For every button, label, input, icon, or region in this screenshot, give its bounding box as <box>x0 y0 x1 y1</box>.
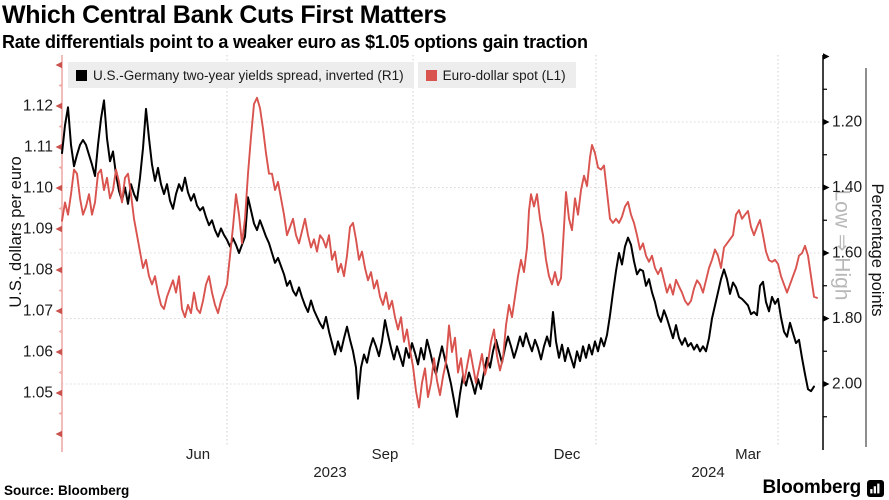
left-axis-minor-tick <box>58 329 62 334</box>
left-axis-major-tick <box>55 143 62 151</box>
left-axis-tick-label: 1.09 <box>23 221 53 238</box>
left-axis-major-tick <box>55 102 62 110</box>
brand-text: Bloomberg <box>762 477 862 498</box>
left-axis-tick-label: 1.12 <box>23 98 53 115</box>
bloomberg-brand: Bloomberg <box>763 477 884 499</box>
left-axis-minor-tick <box>58 370 62 375</box>
left-axis-minor-tick <box>58 83 62 88</box>
bloomberg-logo-icon <box>867 479 884 497</box>
right-axis-title: Percentage points <box>868 183 886 316</box>
series-line-spread <box>61 99 815 418</box>
left-axis-major-tick <box>55 307 62 315</box>
left-axis-tick-label: 1.05 <box>23 385 53 402</box>
left-axis-major-tick <box>55 430 62 438</box>
legend-swatch-spread-icon <box>76 69 87 81</box>
left-axis-minor-tick <box>58 165 62 170</box>
left-axis-minor-tick <box>58 206 62 211</box>
left-axis-major-tick <box>55 184 62 192</box>
x-month-label: Sep <box>372 446 399 463</box>
left-axis-minor-tick <box>58 247 62 252</box>
legend-swatch-euro-icon <box>425 69 437 81</box>
left-axis-tick-label: 1.07 <box>23 303 53 320</box>
legend-item-euro: Euro-dollar spot (L1) <box>417 62 576 88</box>
left-axis-title: U.S. dollars per euro <box>7 156 25 307</box>
legend-item-spread: U.S.-Germany two-year yields spread, inv… <box>68 62 414 88</box>
right-axis-tick-label: 1.20 <box>832 114 863 131</box>
left-axis-major-tick <box>55 266 62 274</box>
page-subtitle: Rate differentials point to a weaker eur… <box>2 32 588 52</box>
left-axis-major-tick <box>55 389 62 397</box>
left-axis-major-tick <box>55 61 62 69</box>
right-axis-tick-label: 1.80 <box>832 310 863 327</box>
right-axis-tick-label: 1.40 <box>832 179 863 196</box>
right-axis-tick-label: 2.00 <box>832 376 863 393</box>
right-axis-major-tick <box>823 315 830 322</box>
right-axis-direction-note: Low ⇒ High <box>831 190 854 301</box>
right-axis-major-tick <box>823 184 830 191</box>
left-axis-tick-label: 1.10 <box>23 180 54 197</box>
x-year-label: 2024 <box>691 464 724 481</box>
source-text: Source: Bloomberg <box>4 483 130 498</box>
right-axis-major-tick <box>823 249 830 257</box>
page-title: Which Central Bank Cuts First Matters <box>2 1 447 29</box>
legend-label-euro: Euro-dollar spot (L1) <box>442 67 566 83</box>
left-axis-tick-label: 1.08 <box>23 262 53 279</box>
right-axis-major-tick <box>823 380 830 388</box>
series-line-euro-spot <box>61 96 818 409</box>
right-axis-major-tick <box>823 53 830 60</box>
chart-legend: U.S.-Germany two-year yields spread, inv… <box>68 62 576 88</box>
x-year-label: 2023 <box>313 464 346 481</box>
left-axis-tick-label: 1.11 <box>24 139 53 156</box>
right-axis-tick-label: 1.60 <box>832 245 863 262</box>
x-month-label: Jun <box>186 446 210 463</box>
left-axis-minor-tick <box>58 288 62 293</box>
left-axis-major-tick <box>55 225 62 233</box>
left-axis-minor-tick <box>58 411 62 416</box>
left-axis-major-tick <box>55 348 62 356</box>
legend-label-spread: U.S.-Germany two-year yields spread, inv… <box>93 67 404 83</box>
x-month-label: Dec <box>554 446 581 463</box>
left-axis-minor-tick <box>58 124 62 129</box>
left-axis-tick-label: 1.06 <box>23 344 53 361</box>
right-axis-major-tick <box>823 118 830 126</box>
x-month-label: Mar <box>735 446 761 463</box>
